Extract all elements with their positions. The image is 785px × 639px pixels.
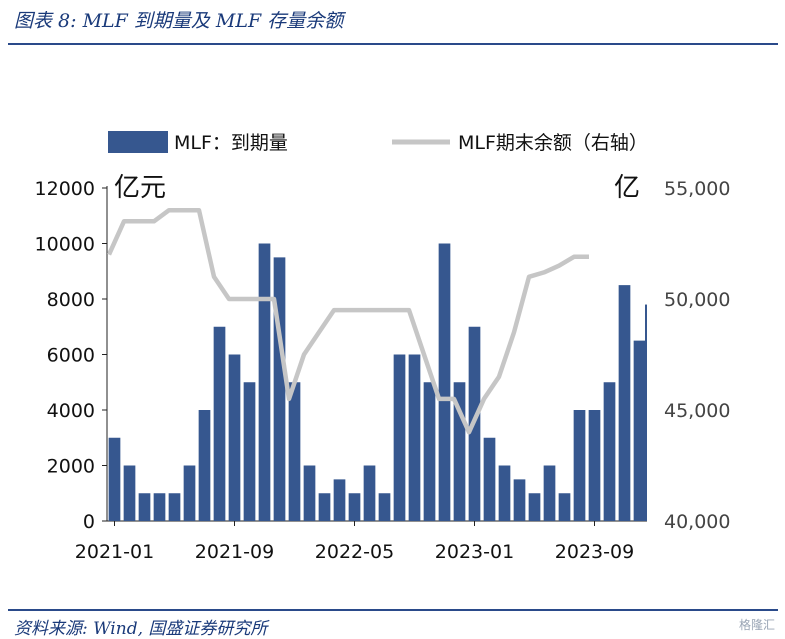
bar bbox=[603, 382, 616, 521]
y-tick-label-right: 45,000 bbox=[664, 400, 730, 422]
legend-line-label: MLF期末余额（右轴） bbox=[458, 132, 648, 154]
bar bbox=[363, 465, 376, 521]
bar bbox=[453, 382, 466, 521]
y-tick-label-left: 10000 bbox=[35, 234, 95, 256]
legend-bar-swatch bbox=[108, 131, 168, 153]
bar bbox=[213, 326, 226, 521]
bar bbox=[183, 465, 196, 521]
y-tick-label-left: 2000 bbox=[47, 456, 95, 478]
y-tick-label-left: 6000 bbox=[47, 345, 95, 367]
x-tick-label: 2023-01 bbox=[435, 541, 514, 563]
legend: MLF：到期量 MLF期末余额（右轴） bbox=[108, 131, 648, 154]
legend-bar-label: MLF：到期量 bbox=[174, 132, 288, 154]
y-tick-label-right: 50,000 bbox=[664, 289, 730, 311]
bar bbox=[543, 465, 556, 521]
figure-title: 图表 8: MLF 到期量及 MLF 存量余额 bbox=[14, 10, 344, 32]
bar bbox=[228, 354, 241, 521]
top-rule bbox=[8, 43, 778, 45]
line-series bbox=[106, 207, 589, 435]
bar bbox=[318, 493, 331, 521]
bar-partial bbox=[645, 304, 647, 521]
bar bbox=[633, 340, 646, 521]
bottom-rule bbox=[8, 609, 778, 611]
y-tick-label-right: 55,000 bbox=[664, 178, 730, 200]
bar bbox=[198, 410, 211, 521]
source-note: 资料来源: Wind, 国盛证券研究所 bbox=[14, 619, 268, 639]
balance-line bbox=[106, 207, 589, 435]
bar bbox=[243, 382, 256, 521]
x-tick-label: 2021-01 bbox=[75, 541, 154, 563]
bar bbox=[138, 493, 151, 521]
left-axis-unit: 亿元 bbox=[114, 173, 166, 203]
x-tick-label: 2023-09 bbox=[555, 541, 634, 563]
bar bbox=[123, 465, 136, 521]
bar bbox=[273, 257, 286, 521]
y-tick-label-right: 40,000 bbox=[664, 511, 730, 533]
bar bbox=[528, 493, 541, 521]
bar bbox=[333, 479, 346, 521]
bar bbox=[168, 493, 181, 521]
bar bbox=[498, 465, 511, 521]
axes-group: 0 2000 4000 6000 8000 10000 12000 40,000 45,000 5… bbox=[35, 178, 731, 563]
y-tick-label-left: 12000 bbox=[35, 178, 95, 200]
x-tick-label: 2022-05 bbox=[315, 541, 394, 563]
bar bbox=[558, 493, 571, 521]
bar bbox=[108, 437, 121, 521]
bar bbox=[258, 243, 271, 521]
bar bbox=[513, 479, 526, 521]
bar bbox=[573, 410, 586, 521]
bar bbox=[483, 437, 496, 521]
y-tick-label-left: 8000 bbox=[47, 289, 95, 311]
bar bbox=[153, 493, 166, 521]
bar bbox=[348, 493, 361, 521]
bar bbox=[423, 382, 436, 521]
y-tick-label-left: 0 bbox=[83, 511, 95, 533]
bar-series bbox=[108, 243, 647, 521]
y-tick-label-left: 4000 bbox=[47, 400, 95, 422]
right-axis-unit: 亿 bbox=[614, 173, 640, 203]
watermark: 格隆汇 bbox=[738, 618, 775, 632]
bar bbox=[588, 410, 601, 521]
bar bbox=[438, 243, 451, 521]
bar bbox=[393, 354, 406, 521]
bar bbox=[288, 382, 301, 521]
bar bbox=[378, 493, 391, 521]
bar bbox=[618, 285, 631, 521]
x-tick-label: 2021-09 bbox=[195, 541, 274, 563]
bar bbox=[303, 465, 316, 521]
bar bbox=[408, 354, 421, 521]
